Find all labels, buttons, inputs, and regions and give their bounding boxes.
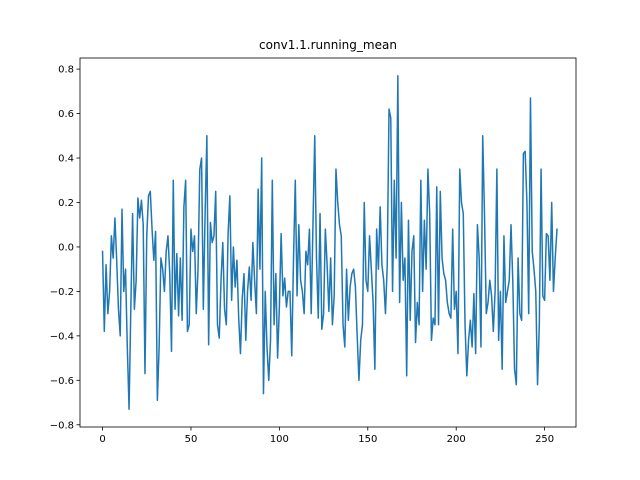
y-tick-label: −0.8 [50, 420, 74, 431]
x-tick-label: 200 [447, 434, 466, 445]
y-tick-label: 0.6 [58, 109, 74, 120]
y-tick-label: 0.4 [58, 154, 74, 165]
plot-background [80, 58, 576, 427]
series-layer [101, 75, 558, 410]
y-tick-label: 0.0 [58, 242, 74, 253]
y-tick-label: 0.8 [58, 65, 74, 76]
x-tick-label: 150 [358, 434, 377, 445]
chart-title: conv1.1.running_mean [259, 38, 397, 52]
x-tick-label: 0 [99, 434, 105, 445]
series-line-0 [101, 75, 558, 410]
y-tick-label: 0.2 [58, 198, 74, 209]
y-tick-label: −0.4 [50, 331, 74, 342]
plot-area [80, 58, 576, 427]
y-tick-label: −0.2 [50, 287, 74, 298]
axes-frame [79, 57, 577, 428]
x-tick-label: 100 [270, 434, 289, 445]
x-tick-label: 250 [535, 434, 554, 445]
axes-layer: 0 50 100 150 200 250 −0.8 −0.6 −0.4 −0.2 0.0 0.2 0.4… [50, 57, 577, 445]
x-tick-label: 50 [185, 434, 198, 445]
y-tick-label: −0.6 [50, 376, 74, 387]
